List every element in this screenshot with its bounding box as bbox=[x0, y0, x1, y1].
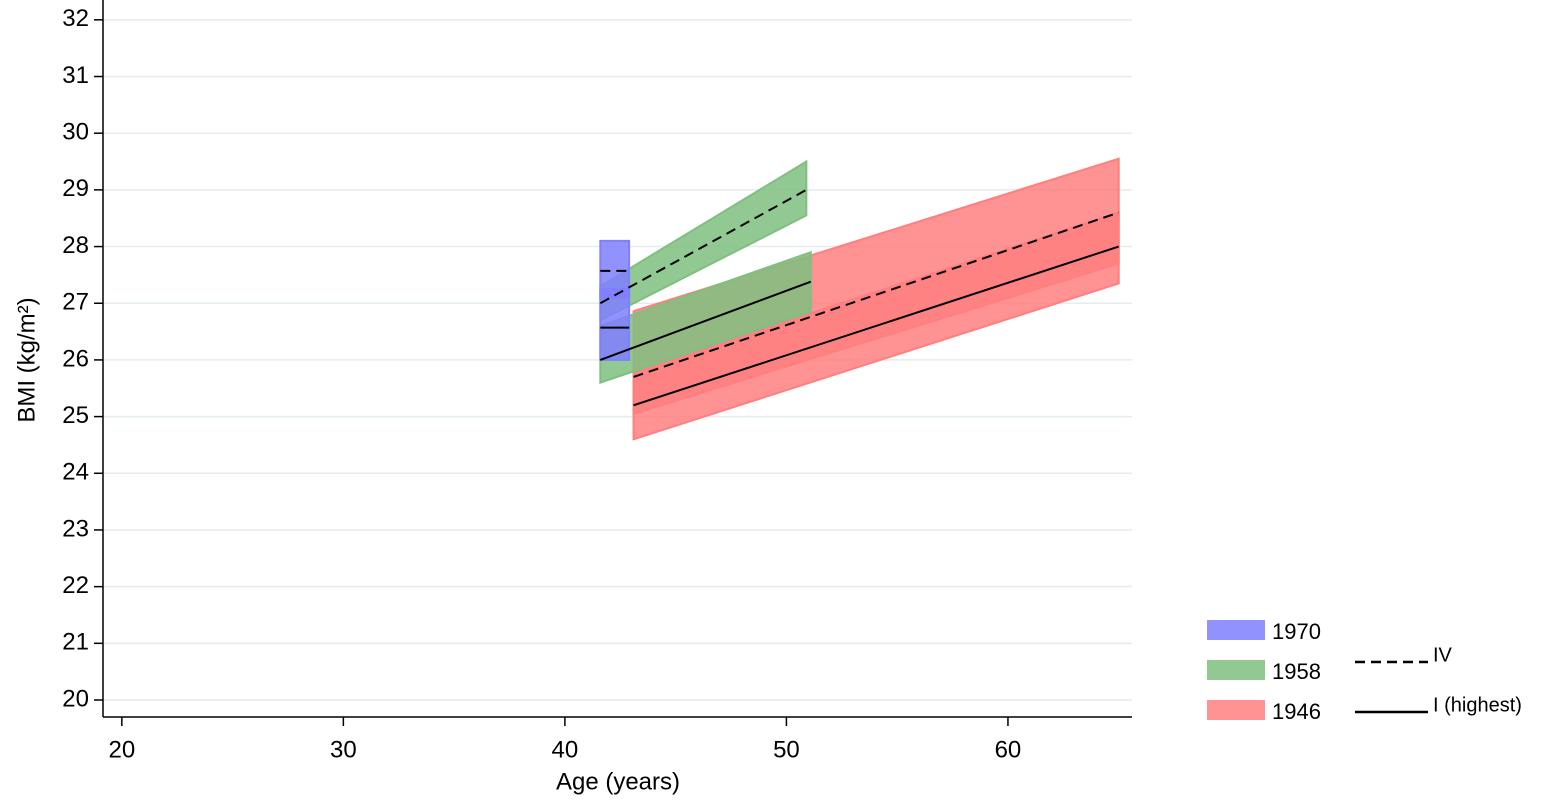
y-tick-label: 28 bbox=[62, 232, 89, 259]
trend-line bbox=[633, 211, 1120, 378]
legend-label: 1970 bbox=[1272, 619, 1321, 644]
y-tick-label: 21 bbox=[62, 629, 89, 656]
x-axis-title: Age (years) bbox=[556, 768, 680, 795]
trend-line bbox=[599, 280, 812, 361]
x-tick-label: 30 bbox=[330, 736, 357, 763]
legend-swatch bbox=[1207, 620, 1265, 640]
y-tick-label: 26 bbox=[62, 345, 89, 372]
band bbox=[599, 288, 631, 361]
y-tick-label: 24 bbox=[62, 459, 89, 486]
y-tick-label: 23 bbox=[62, 515, 89, 542]
band bbox=[599, 239, 631, 299]
legend-label: 1946 bbox=[1272, 699, 1321, 724]
y-tick-label: 32 bbox=[62, 5, 89, 32]
band bbox=[632, 157, 1120, 416]
y-tick-label: 27 bbox=[62, 289, 89, 316]
trend-line bbox=[633, 245, 1120, 407]
y-tick-label: 29 bbox=[62, 175, 89, 202]
y-tick-label: 31 bbox=[62, 62, 89, 89]
legend-swatch bbox=[1207, 660, 1265, 680]
y-tick-label: 25 bbox=[62, 402, 89, 429]
trend-line bbox=[599, 189, 807, 305]
legend-label: IV bbox=[1433, 644, 1453, 666]
legend-label: 1958 bbox=[1272, 659, 1321, 684]
x-tick-label: 50 bbox=[773, 736, 800, 763]
y-tick-label: 22 bbox=[62, 572, 89, 599]
y-tick-label: 20 bbox=[62, 685, 89, 712]
legend-swatch bbox=[1207, 700, 1265, 720]
legend-label: I (highest) bbox=[1433, 694, 1522, 716]
x-tick-label: 60 bbox=[995, 736, 1022, 763]
band bbox=[599, 250, 812, 384]
x-tick-label: 20 bbox=[108, 736, 135, 763]
x-tick-label: 40 bbox=[552, 736, 579, 763]
y-tick-label: 30 bbox=[62, 119, 89, 146]
y-axis-title: BMI (kg/m²) bbox=[13, 297, 40, 422]
